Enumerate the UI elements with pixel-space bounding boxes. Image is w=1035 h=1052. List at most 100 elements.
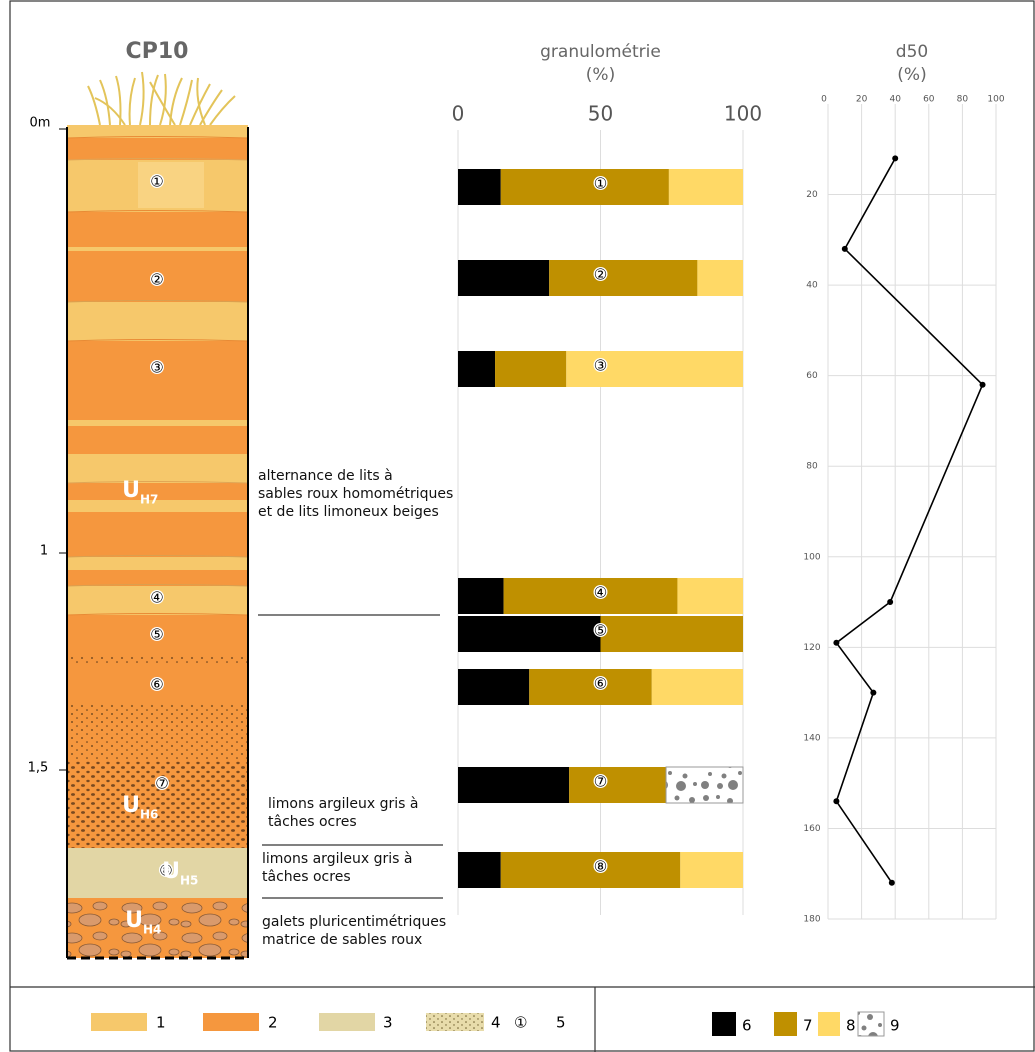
layer-boundary xyxy=(66,210,249,213)
x-tick-label: 20 xyxy=(856,95,868,105)
legend-swatch xyxy=(426,1013,484,1031)
bar-segment xyxy=(458,169,501,205)
unit-letter: U xyxy=(122,478,140,503)
legend-label: 2 xyxy=(268,1014,278,1032)
sample-label: ③ xyxy=(150,359,163,377)
legend-swatch xyxy=(857,1011,885,1037)
point xyxy=(870,689,877,696)
legend-label: 3 xyxy=(383,1014,393,1032)
layer xyxy=(67,705,248,760)
bar-label: ② xyxy=(594,266,607,284)
bar-label-bg xyxy=(593,267,608,281)
depth-label: 1 xyxy=(40,544,48,559)
unit-letter: U xyxy=(162,859,180,884)
layer xyxy=(67,302,248,341)
x-tick-label: 50 xyxy=(588,102,613,126)
layer-boundary xyxy=(66,584,249,587)
bar-segment xyxy=(500,169,669,205)
point xyxy=(979,381,986,388)
y-tick-label: 20 xyxy=(806,190,818,200)
sample-label: ⑧ xyxy=(159,862,172,880)
legend-symbol: ① xyxy=(514,1014,527,1032)
point xyxy=(833,639,840,646)
bar-label-bg xyxy=(593,774,608,788)
bar-segment xyxy=(458,578,504,614)
bar-label-bg xyxy=(593,676,608,690)
annotation: et de lits limoneux beiges xyxy=(258,504,439,520)
depth-label: 1,5 xyxy=(28,761,49,776)
annotation: tâches ocres xyxy=(268,814,357,830)
layer xyxy=(67,512,248,557)
line xyxy=(835,157,984,884)
bar-segment xyxy=(529,669,652,705)
sample-marker-bg xyxy=(155,776,169,790)
legend-label: 5 xyxy=(556,1014,566,1032)
x-tick-label: 100 xyxy=(724,102,762,126)
x-tick-label: 40 xyxy=(889,95,901,105)
legend-label: 1 xyxy=(156,1014,166,1032)
bar-segment xyxy=(458,767,570,803)
bar-segment xyxy=(665,766,744,804)
layer xyxy=(67,760,248,848)
bar-segment xyxy=(458,669,530,705)
sample-marker-bg xyxy=(150,360,164,374)
unit-letter: U xyxy=(122,793,140,818)
point xyxy=(841,245,848,252)
annotation: galets pluricentimétriques xyxy=(262,914,446,930)
layer xyxy=(67,125,248,138)
unit-subscript: H7 xyxy=(140,493,158,507)
sample-marker-bg xyxy=(150,174,164,188)
bar-segment xyxy=(600,616,743,652)
legend-swatch xyxy=(203,1013,259,1031)
chart-title: d50 xyxy=(896,42,928,62)
point xyxy=(892,155,899,162)
depth-label: 0m xyxy=(30,116,51,131)
sample-marker-bg xyxy=(150,627,164,641)
legend-swatch xyxy=(91,1013,147,1031)
sample-label: ① xyxy=(150,173,163,191)
y-tick-label: 140 xyxy=(803,733,820,743)
y-tick-label: 160 xyxy=(803,824,820,834)
bar-segment xyxy=(458,852,501,888)
bar-segment xyxy=(500,852,681,888)
annotation: alternance de lits à xyxy=(258,468,393,484)
bar-label: ① xyxy=(594,175,607,193)
point xyxy=(888,879,895,886)
unit-subscript: H4 xyxy=(143,923,161,937)
layer xyxy=(67,570,248,586)
sample-marker-bg xyxy=(159,863,173,877)
legend-label: 7 xyxy=(803,1017,813,1035)
legend-swatch xyxy=(712,1012,736,1036)
legend-label: 9 xyxy=(890,1017,900,1035)
bar-label: ⑦ xyxy=(594,773,607,791)
bar-segment xyxy=(549,260,698,296)
sample-label: ④ xyxy=(150,589,163,607)
bar-segment xyxy=(458,351,496,387)
y-tick-label: 60 xyxy=(806,371,818,381)
y-tick-label: 40 xyxy=(806,281,818,291)
layer xyxy=(67,500,248,512)
sample-marker-bg xyxy=(150,590,164,604)
point xyxy=(833,798,840,805)
layer-boundary xyxy=(66,613,249,616)
bar-segment xyxy=(569,767,667,803)
layer xyxy=(67,655,248,665)
layer xyxy=(67,454,248,483)
bar-segment xyxy=(697,260,743,296)
layer-patch xyxy=(138,162,204,208)
x-tick-label: 0 xyxy=(821,95,827,105)
layer xyxy=(67,341,248,420)
x-tick-label: 80 xyxy=(957,95,969,105)
unit-subscript: H6 xyxy=(140,808,158,822)
bar-segment xyxy=(651,669,743,705)
sample-label: ⑥ xyxy=(150,676,163,694)
unit-letter: U xyxy=(125,908,143,933)
annotation: matrice de sables roux xyxy=(262,932,422,948)
column-title: CP10 xyxy=(126,39,189,64)
layer-boundary xyxy=(66,555,249,558)
legend: 1 2 3 4 ① 5 xyxy=(91,1013,566,1032)
bar-label: ③ xyxy=(594,357,607,375)
